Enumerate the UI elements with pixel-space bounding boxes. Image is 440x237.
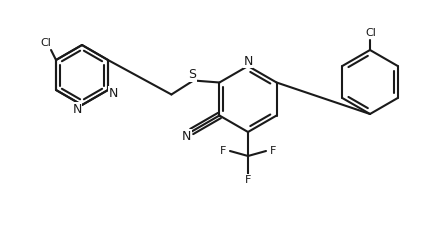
- Text: F: F: [220, 146, 226, 156]
- Text: F: F: [270, 146, 276, 156]
- Text: Cl: Cl: [366, 28, 377, 38]
- Text: N: N: [182, 130, 191, 143]
- Text: N: N: [72, 102, 82, 115]
- Text: N: N: [243, 55, 253, 68]
- Text: F: F: [245, 175, 251, 185]
- Text: S: S: [188, 68, 196, 81]
- Text: N: N: [108, 87, 117, 100]
- Text: Cl: Cl: [40, 38, 51, 48]
